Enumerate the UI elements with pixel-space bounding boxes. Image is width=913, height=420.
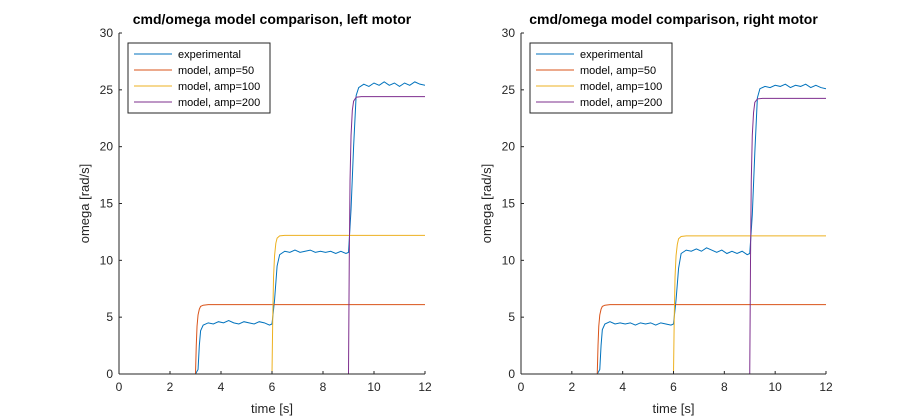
x-tick-label: 0: [116, 380, 123, 394]
legend-entry-label: model, amp=100: [178, 81, 260, 93]
series-line-model-amp-50: [521, 304, 826, 374]
legend-entry-label: model, amp=50: [178, 65, 254, 77]
series-line-experimental: [521, 83, 826, 374]
legend-box: [127, 42, 271, 114]
x-tick-label: 10: [768, 380, 782, 394]
y-axis-label: omega [rad/s]: [77, 164, 92, 244]
x-axis-label: time [s]: [251, 401, 293, 416]
chart-panel-1: 0 2 4 6 8 10 12 0 5 10 15 20 25 30 cmd/omega model com…: [77, 11, 432, 416]
legend-entry-label: experimental: [580, 49, 643, 61]
series-line-model-amp-200: [119, 96, 425, 374]
legend-entry-label: model, amp=100: [580, 81, 662, 93]
y-tick-label: 20: [502, 140, 516, 154]
series-line-model-amp-200: [521, 97, 826, 374]
y-tick-label: 15: [502, 197, 516, 211]
y-tick-label: 10: [502, 253, 516, 267]
y-tick-label: 0: [106, 367, 113, 381]
y-tick-label: 25: [502, 83, 516, 97]
series-line-model-amp-50: [119, 304, 425, 374]
series-line-model-amp-100: [119, 234, 425, 374]
legend: experimental model, amp=50 model, amp=100 m…: [127, 42, 271, 114]
legend-entry-label: experimental: [178, 49, 241, 61]
y-tick-label: 15: [100, 197, 114, 211]
x-tick-label: 4: [619, 380, 626, 394]
y-tick-label: 5: [508, 310, 515, 324]
x-tick-label: 8: [320, 380, 327, 394]
x-tick-label: 12: [819, 380, 833, 394]
x-tick-label: 12: [418, 380, 432, 394]
x-tick-label: 6: [269, 380, 276, 394]
chart-panel-2: 0 2 4 6 8 10 12 0 5 10 15 20 25 30 cmd/omega model com…: [479, 11, 833, 416]
x-tick-label: 2: [167, 380, 174, 394]
y-tick-label: 0: [508, 367, 515, 381]
y-tick-label: 5: [106, 310, 113, 324]
legend: experimental model, amp=50 model, amp=100 m…: [529, 42, 673, 114]
y-tick-label: 20: [100, 140, 114, 154]
y-tick-label: 30: [100, 26, 114, 40]
x-tick-label: 0: [518, 380, 525, 394]
y-tick-label: 25: [100, 83, 114, 97]
series-line-model-amp-100: [521, 235, 826, 374]
x-tick-label: 4: [218, 380, 225, 394]
x-tick-label: 6: [670, 380, 677, 394]
legend-entry-label: model, amp=200: [580, 97, 662, 109]
legend-entry-label: model, amp=200: [178, 97, 260, 109]
series-line-experimental: [119, 81, 425, 374]
y-axis-label: omega [rad/s]: [479, 164, 494, 244]
series-group: [521, 83, 826, 374]
chart-title: cmd/omega model comparison, left motor: [133, 11, 412, 27]
series-group: [119, 81, 425, 374]
chart-title: cmd/omega model comparison, right motor: [529, 11, 818, 27]
x-axis-label: time [s]: [653, 401, 695, 416]
legend-entry-label: model, amp=50: [580, 65, 656, 77]
x-tick-label: 2: [568, 380, 575, 394]
x-tick-label: 8: [721, 380, 728, 394]
y-tick-label: 30: [502, 26, 516, 40]
x-tick-label: 10: [367, 380, 381, 394]
y-tick-label: 10: [100, 253, 114, 267]
legend-box: [529, 42, 673, 114]
